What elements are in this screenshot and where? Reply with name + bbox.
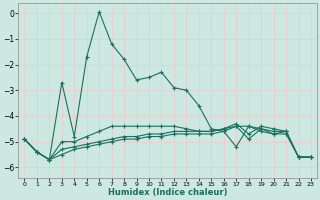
X-axis label: Humidex (Indice chaleur): Humidex (Indice chaleur) xyxy=(108,188,228,197)
